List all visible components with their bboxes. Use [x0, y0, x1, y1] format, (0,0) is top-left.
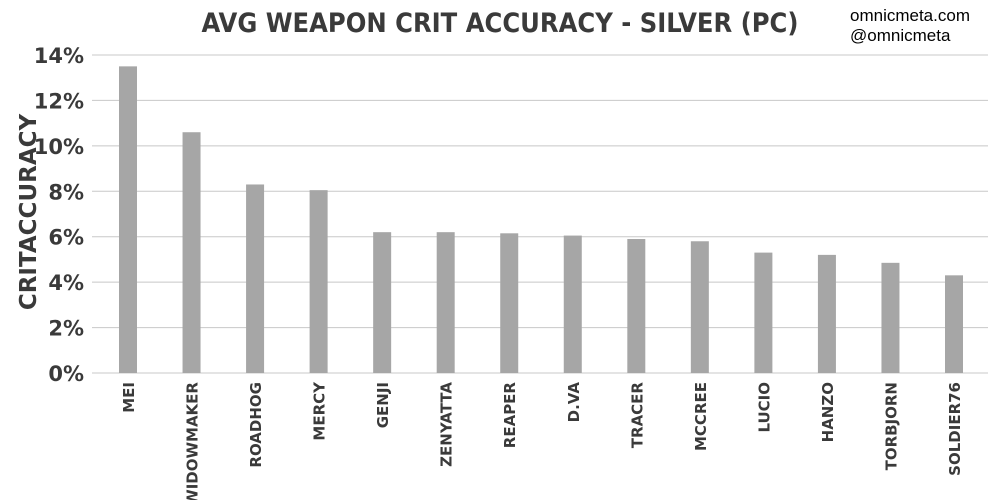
y-tick-label: 8% [48, 180, 84, 204]
bar-widowmaker [182, 132, 201, 373]
y-tick-label: 14% [34, 44, 84, 68]
y-axis-label: CRITACCURACY [16, 113, 42, 310]
x-tick-layer: MEI WIDOWMAKER ROADHOG MERCY GENJI ZENYATTA RE… [120, 381, 964, 500]
chart-title: AVG WEAPON CRIT ACCURACY - SILVER (PC) [202, 8, 799, 39]
x-tick-label: ZENYATTA [438, 382, 456, 467]
watermark-site: omnicmeta.com [850, 6, 970, 25]
y-tick-label: 6% [48, 226, 84, 250]
y-tick-label: 12% [34, 89, 84, 113]
bar-d-va [563, 235, 582, 373]
bar-mei [119, 66, 137, 373]
bar-layer [119, 66, 963, 373]
bar-soldier76 [945, 275, 963, 373]
y-tick-label: 0% [48, 362, 84, 386]
bar-tracer [627, 238, 646, 373]
bar-zenyatta [436, 232, 455, 373]
x-tick-label: HANZO [819, 382, 837, 442]
x-tick-label: LUCIO [755, 382, 773, 433]
x-tick-label: MCCREE [692, 382, 710, 451]
x-tick-label: TRACER [628, 382, 646, 449]
x-tick-label: TORBJORN [882, 382, 900, 470]
bar-mccree [690, 241, 709, 373]
bar-genji [373, 232, 392, 373]
bar-lucio [754, 252, 773, 373]
x-tick-label: REAPER [501, 382, 519, 449]
x-tick-label: MEI [120, 382, 138, 413]
watermark-handle: @omnicmeta [850, 26, 951, 45]
y-tick-label: 4% [48, 271, 84, 295]
bar-roadhog [246, 184, 265, 373]
x-tick-label: D.VA [565, 382, 583, 423]
x-tick-label: ROADHOG [247, 382, 265, 468]
bar-reaper [500, 233, 519, 373]
y-tick-label: 10% [34, 135, 84, 159]
y-tick-layer: 0% 2% 4% 6% 8% 10% 12% 14% [34, 44, 84, 386]
y-tick-label: 2% [48, 317, 84, 341]
x-tick-label: GENJI [374, 382, 392, 428]
bar-hanzo [817, 254, 836, 373]
x-tick-label: WIDOWMAKER [184, 382, 202, 500]
bar-torbjorn [881, 262, 900, 373]
x-tick-label: MERCY [311, 381, 329, 441]
bar-mercy [309, 190, 328, 373]
x-tick-label: SOLDIER76 [946, 382, 964, 476]
grid-layer [92, 54, 988, 374]
